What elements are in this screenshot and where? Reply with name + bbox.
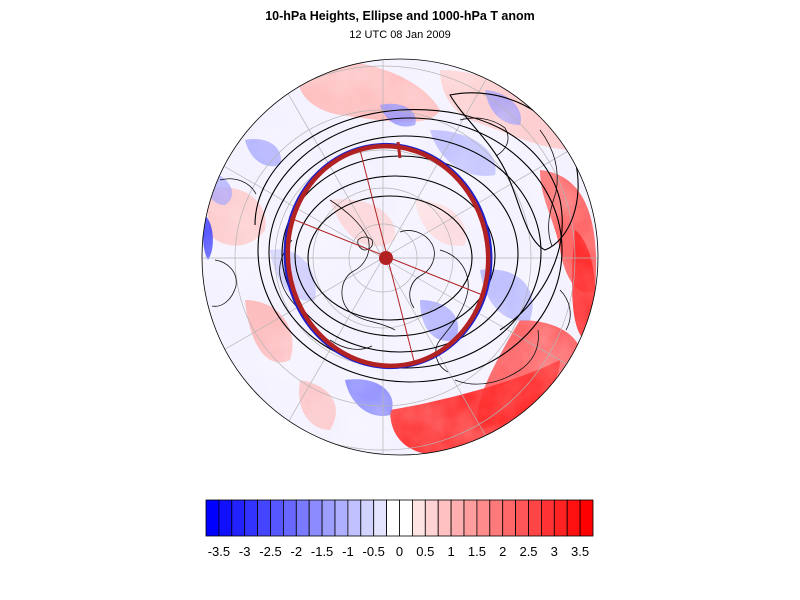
colorbar-swatch <box>295 499 310 537</box>
colorbar-swatch <box>437 499 452 537</box>
colorbar-swatch <box>308 499 323 537</box>
map-title: 10-hPa Heights, Ellipse and 1000-hPa T a… <box>265 9 535 23</box>
colorbar-swatch <box>463 499 478 537</box>
ellipse-center-marker <box>379 251 393 265</box>
colorbar-tick-label: 0.5 <box>416 544 435 559</box>
coastlines <box>211 117 571 385</box>
colorbar-swatch <box>566 499 581 537</box>
colorbar-swatch <box>411 499 426 537</box>
map-subtitle: 12 UTC 08 Jan 2009 <box>349 29 451 41</box>
meridian-line <box>202 257 384 389</box>
colorbar-swatch <box>244 499 258 537</box>
colorbar-tick-label: -1 <box>342 544 354 559</box>
map-boundary <box>201 58 599 456</box>
colorbar-swatch <box>386 499 400 537</box>
colorbar-tick-label: -2 <box>290 544 303 559</box>
colorbar-swatch <box>541 499 555 537</box>
colorbar-swatch <box>257 499 271 537</box>
colorbar-tick-label: 3.5 <box>571 544 590 559</box>
vortex-ellipse <box>283 141 493 370</box>
colorbar-swatch <box>231 499 246 537</box>
colorbar-tick-label: -2.5 <box>259 544 282 559</box>
colorbar-tick-label: -3 <box>238 544 251 559</box>
colorbar-swatch <box>373 499 388 537</box>
colorbar-tick-label: -0.5 <box>362 544 385 559</box>
height-contours <box>254 92 579 383</box>
anomaly-field <box>202 59 598 455</box>
colorbar-swatch <box>347 499 362 537</box>
colorbar <box>205 499 594 537</box>
colorbar-swatch <box>502 499 517 537</box>
colorbar-swatch <box>282 499 297 537</box>
colorbar-tick-label: -1.5 <box>310 544 334 559</box>
colorbar-swatch <box>579 499 594 537</box>
colorbar-swatch <box>515 499 529 537</box>
colorbar-tick-label: -3.5 <box>207 544 231 559</box>
colorbar-tick-label: 0 <box>395 544 404 559</box>
colorbar-swatch <box>476 499 491 537</box>
colorbar-tick-label: 3 <box>550 544 558 559</box>
colorbar-tick-label: 2.5 <box>519 544 538 559</box>
colorbar-swatch <box>270 499 284 537</box>
meridian-line <box>202 127 384 259</box>
colorbar-swatch <box>528 499 542 537</box>
colorbar-swatch <box>553 499 568 537</box>
colorbar-swatch <box>424 499 439 537</box>
colorbar-swatch <box>450 499 465 537</box>
colorbar-swatch <box>334 499 349 537</box>
colorbar-swatch <box>218 499 233 537</box>
colorbar-swatch <box>321 499 336 537</box>
colorbar-swatch <box>360 499 375 537</box>
colorbar-swatch <box>399 499 413 537</box>
colorbar-tick-label: 1 <box>447 544 455 559</box>
colorbar-swatch <box>205 499 220 537</box>
colorbar-labels: -3.5 -3 -2.5 -2 -1.5 -1 -0.5 0 0.5 1 1.5 2 2.5 3 3.5 <box>0 544 800 564</box>
colorbar-tick-label: 1.5 <box>467 544 486 559</box>
colorbar-tick-label: 2 <box>499 544 507 559</box>
colorbar-swatch <box>489 499 504 537</box>
